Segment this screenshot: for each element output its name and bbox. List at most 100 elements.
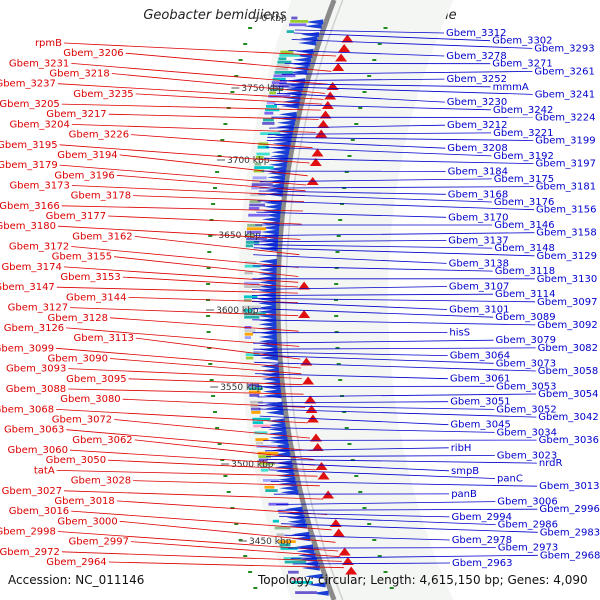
right-gene-label: Gbem_3129 — [537, 251, 597, 262]
right-label-leader — [257, 393, 537, 398]
right-gene-label: Gbem_2983 — [540, 527, 600, 538]
outer-tick-mark — [211, 395, 216, 397]
forward-gene-arrow — [309, 158, 322, 166]
right-gene-label: Gbem_3082 — [538, 343, 598, 354]
right-label-leader — [254, 232, 535, 236]
reverse-gene-arrow — [267, 174, 285, 180]
right-label-leader — [266, 455, 495, 458]
cog-category-bar — [246, 227, 267, 231]
reverse-gene-arrow — [277, 477, 296, 483]
cog-category-bar — [248, 387, 263, 390]
outer-tick-mark — [206, 315, 211, 317]
right-gene-label: Gbem_3168 — [448, 189, 508, 200]
cog-category-bar — [244, 271, 253, 275]
cog-category-bar — [270, 84, 289, 88]
left-gene-label: Gbem_3090 — [48, 354, 108, 365]
right-label-leader — [267, 132, 492, 135]
right-label-leader — [254, 361, 536, 372]
right-gene-label: Gbem_3148 — [494, 243, 554, 254]
right-gene-label: Gbem_3079 — [496, 335, 556, 346]
left-label-leader — [64, 490, 324, 500]
accession-label: Accession: NC_011146 — [8, 573, 145, 587]
cog-category-bar — [256, 445, 278, 448]
forward-gene-arrow — [321, 101, 334, 109]
cog-category-bar — [248, 213, 270, 217]
right-label-leader — [258, 405, 495, 410]
reverse-gene-arrow — [258, 296, 276, 302]
right-label-leader — [293, 32, 491, 42]
left-gene-label: Gbem_3218 — [49, 69, 109, 80]
cog-category-bar — [251, 186, 259, 190]
cog-category-bar — [244, 332, 253, 336]
right-label-leader — [269, 124, 446, 129]
inner-tick-mark — [358, 491, 363, 493]
cog-category-bar — [264, 111, 274, 115]
right-label-leader — [294, 29, 445, 34]
right-gene-label: ribH — [451, 443, 472, 454]
left-gene-label: Gbem_3147 — [0, 282, 55, 293]
reverse-gene-arrow — [268, 166, 287, 172]
left-gene-label: Gbem_3166 — [0, 201, 60, 212]
left-label-leader — [57, 225, 301, 240]
cog-category-bar — [280, 50, 294, 54]
right-gene-label: Gbem_3023 — [497, 451, 557, 462]
cog-category-bar — [276, 64, 290, 67]
forward-gene-arrow — [319, 110, 332, 119]
right-label-leader — [253, 351, 448, 356]
cog-category-bar — [246, 230, 262, 234]
right-label-leader — [251, 301, 448, 310]
left-label-leader — [133, 480, 320, 487]
inner-tick-mark — [338, 379, 343, 381]
right-gene-label: Gbem_3175 — [494, 174, 554, 185]
left-gene-label: Gbem_3196 — [54, 170, 114, 181]
reverse-gene-arrow — [296, 548, 315, 554]
right-label-leader — [252, 319, 536, 326]
right-gene-label: Gbem_3092 — [537, 320, 597, 331]
right-label-leader — [258, 408, 537, 418]
forward-gene-arrow — [338, 547, 351, 556]
scale-tick-label: 3450 kbp — [249, 537, 292, 547]
right-gene-label: Gbem_3130 — [537, 274, 597, 285]
left-label-leader — [68, 388, 304, 395]
inner-tick-mark — [377, 555, 382, 557]
right-label-leader — [287, 547, 496, 549]
reverse-gene-arrow — [260, 229, 279, 235]
reverse-gene-arrow — [276, 120, 295, 126]
left-label-leader — [109, 317, 299, 332]
left-label-leader — [122, 276, 299, 288]
right-label-leader — [265, 447, 449, 452]
right-gene-label: Gbem_3058 — [538, 366, 598, 377]
inner-tick-mark — [334, 315, 339, 317]
outer-tick-mark — [206, 267, 211, 269]
outer-tick-mark — [230, 507, 235, 509]
right-gene-label: Gbem_3054 — [538, 389, 598, 400]
right-gene-label: Gbem_3061 — [450, 374, 510, 385]
forward-gene-arrow — [317, 120, 330, 128]
cog-category-bar — [255, 441, 264, 445]
right-label-leader — [253, 244, 493, 249]
left-label-leader — [111, 73, 326, 94]
right-gene-label: Gbem_3271 — [492, 59, 552, 70]
outer-tick-mark — [238, 539, 243, 541]
right-gene-label: Gbem_2963 — [452, 558, 512, 569]
cog-category-bar — [244, 315, 260, 319]
left-label-leader — [59, 144, 310, 164]
left-gene-label: Gbem_3217 — [46, 109, 106, 120]
forward-gene-arrow — [329, 519, 342, 527]
right-gene-label: Gbem_3138 — [449, 258, 509, 269]
reverse-gene-arrow — [287, 519, 306, 525]
inner-tick-mark — [367, 75, 372, 77]
reverse-gene-arrow — [275, 468, 294, 474]
cog-category-bar — [277, 60, 292, 64]
right-gene-label: Gbem_3006 — [497, 497, 557, 508]
forward-gene-arrow — [332, 528, 345, 537]
right-gene-label: smpB — [451, 466, 479, 477]
left-label-leader — [131, 134, 313, 149]
reverse-gene-arrow — [272, 141, 291, 147]
cog-category-bar — [254, 166, 274, 169]
outer-tick-mark — [213, 411, 217, 413]
left-label-leader — [56, 286, 299, 294]
outer-tick-mark — [213, 187, 217, 189]
outer-tick-mark — [207, 251, 212, 253]
